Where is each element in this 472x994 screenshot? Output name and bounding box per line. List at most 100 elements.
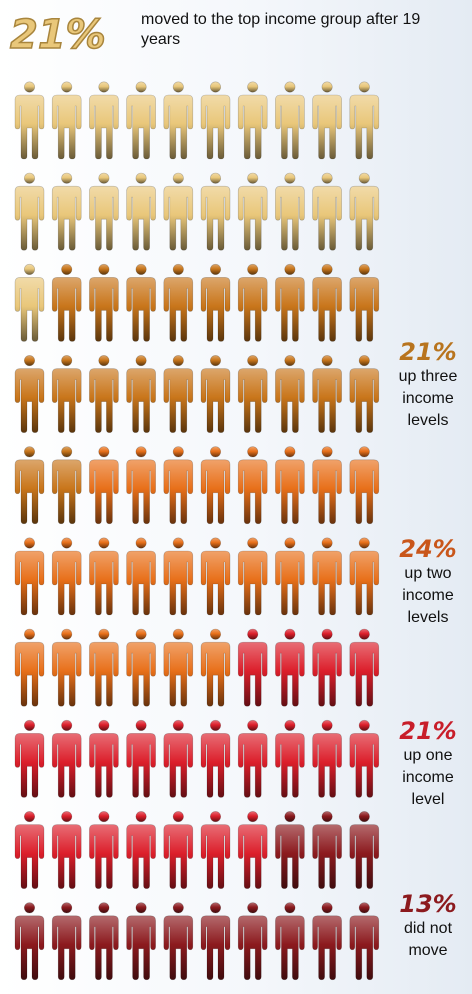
person-head [358,628,370,640]
person-head [210,537,222,549]
person-head [172,446,184,458]
person-head [247,902,259,914]
person-figure-up-one [89,719,119,798]
person-head [358,537,370,549]
person-figure-did-not-move [312,902,342,981]
person-body [51,915,82,981]
person-body [200,824,231,889]
person-head [172,81,184,93]
person-figure-up-two [14,628,45,707]
person-body [200,550,231,616]
person-body [89,368,119,433]
person-body [51,459,82,525]
person-head [172,263,184,275]
person-head [284,628,296,640]
person-head [321,719,333,731]
person-head [247,811,259,823]
person-head [172,628,184,640]
person-head [358,355,370,367]
person-head [284,355,296,367]
person-figure-up-three [89,355,119,433]
person-figure-did-not-move [312,811,342,889]
person-head [23,537,35,549]
person-figure-up-three [89,263,119,342]
person-figure-did-not-move [275,811,305,889]
person-head [284,172,296,184]
person-figure-did-not-move [51,902,82,981]
person-figure-did-not-move [275,902,305,981]
person-figure-up-three [163,263,194,342]
headline: 21% moved to the top income group after … [9,4,470,66]
person-head [247,719,259,731]
person-head [23,81,35,93]
up-two-percent: 24% [399,535,457,563]
person-figure-up-two [126,446,156,525]
person-body [349,641,380,707]
person-figure-up-two [163,628,194,707]
person-head [172,537,184,549]
top-group-percent: 21% [9,11,106,59]
person-head [247,172,259,184]
person-head [135,446,147,458]
person-figure-up-two [237,446,268,525]
person-head [321,537,333,549]
person-body [51,824,82,889]
person-head [98,902,110,914]
person-body [312,915,342,981]
person-body [200,94,231,160]
person-head [135,81,147,93]
person-figure-top-group [200,172,231,251]
person-head [247,81,259,93]
person-body [312,733,342,798]
person-head [98,172,110,184]
person-head [61,446,73,458]
person-head [98,263,110,275]
person-figure-top-group [51,172,82,251]
person-figure-top-group [126,81,156,160]
person-figure-top-group [200,81,231,160]
person-head [61,172,73,184]
person-figure-up-two [89,446,119,525]
person-body [51,733,82,798]
person-figure-up-one [14,719,45,798]
person-figure-top-group [237,172,268,251]
person-figure-up-three [237,263,268,342]
person-head [135,537,147,549]
person-head [135,628,147,640]
person-head [247,263,259,275]
person-head [135,263,147,275]
person-body [349,94,380,160]
person-body [237,550,268,616]
person-head [98,446,110,458]
person-figure-up-two [51,537,82,616]
person-figure-up-three [163,355,194,433]
person-body [163,185,194,251]
person-head [135,811,147,823]
person-figure-up-one [14,811,45,889]
person-figure-up-one [51,811,82,889]
person-body [237,824,268,889]
person-body [126,368,156,433]
person-head [172,719,184,731]
person-body [349,277,380,342]
person-figure-up-three [237,355,268,433]
person-head [247,355,259,367]
person-head [321,811,333,823]
person-body [312,94,342,160]
person-body [126,185,156,251]
person-head [321,446,333,458]
person-head [321,172,333,184]
up-one-text: up one income level [402,747,454,808]
person-body [237,368,268,433]
person-body [163,459,194,525]
person-figure-up-one [312,628,342,707]
person-head [210,902,222,914]
person-body [89,824,119,889]
person-head [23,355,35,367]
person-body [349,185,380,251]
person-figure-up-one [349,628,380,707]
person-body [312,459,342,525]
person-figure-top-group [89,172,119,251]
person-body [14,824,45,889]
person-body [89,641,119,707]
